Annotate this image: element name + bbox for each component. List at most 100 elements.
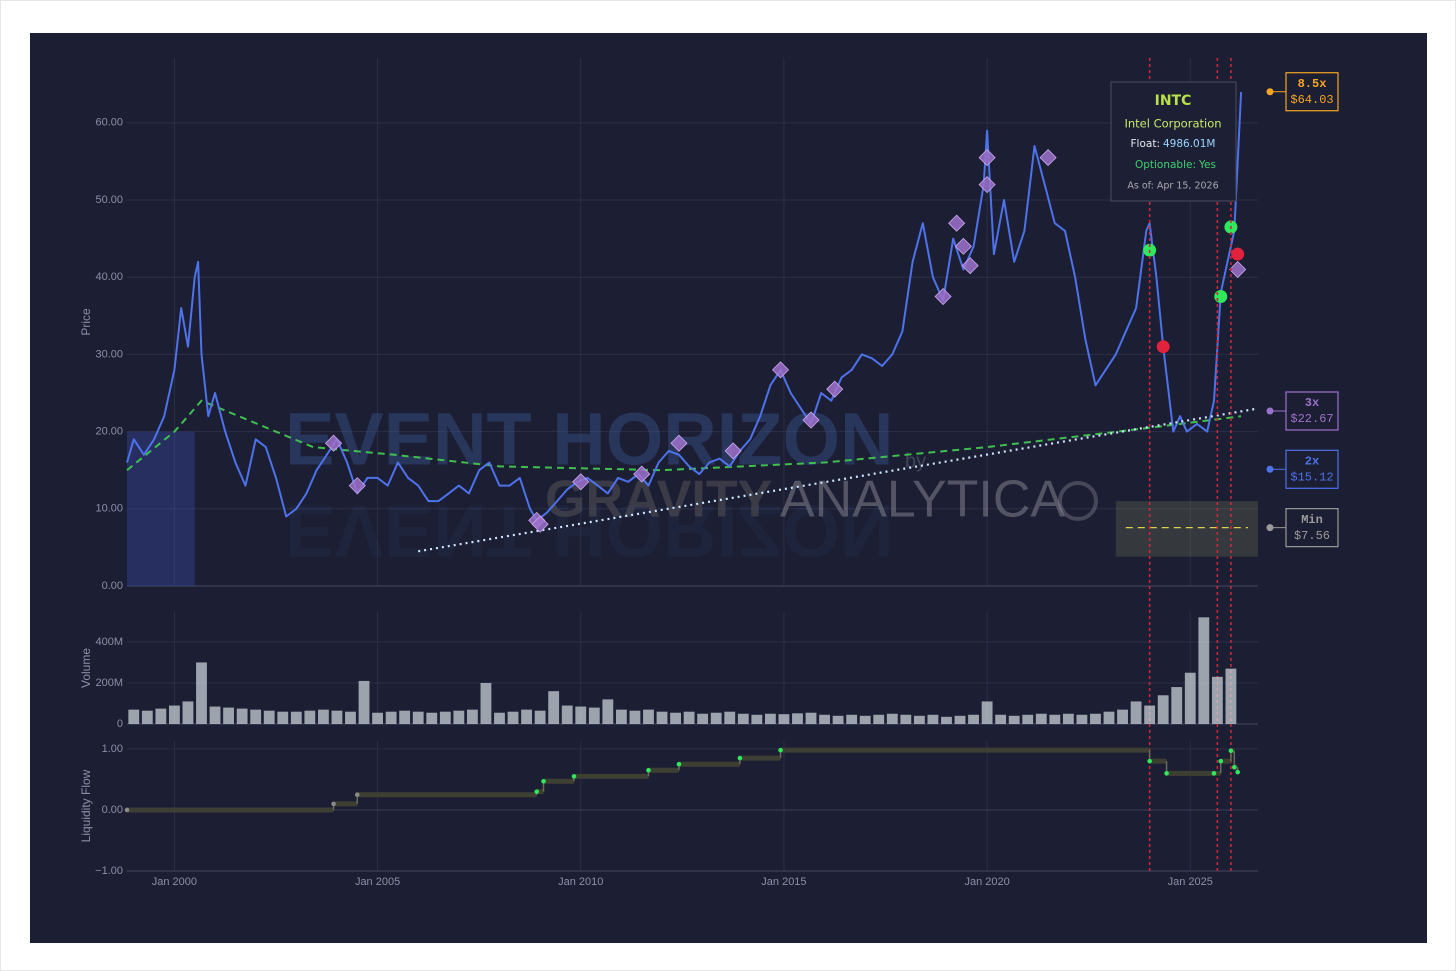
tooltip-company: Intel Corporation: [1124, 117, 1221, 131]
volume-bar: [412, 711, 424, 724]
volume-bar: [1171, 687, 1183, 724]
volume-bar: [792, 713, 803, 724]
volume-bar: [223, 707, 235, 724]
y-tick-label: 0: [117, 718, 123, 730]
tooltip-as-of: As of: Apr 15, 2026: [1127, 181, 1218, 192]
volume-bar: [1117, 709, 1128, 724]
volume-bar: [737, 713, 749, 724]
volume-bar: [1144, 705, 1156, 724]
level-name: 2x: [1305, 454, 1319, 468]
flow-point: [1228, 748, 1234, 754]
tooltip-box: [1110, 81, 1237, 202]
volume-bar: [683, 711, 695, 724]
y-tick-label: 50.00: [95, 194, 123, 206]
volume-bar: [805, 712, 817, 724]
signal-diamond: [948, 214, 966, 232]
signal-diamond: [531, 515, 549, 533]
signal-diamond: [670, 434, 688, 452]
y-tick-label: 0.00: [102, 580, 123, 592]
flow-point: [1218, 758, 1224, 764]
volume-bar: [751, 714, 763, 724]
level-name: Min: [1301, 513, 1323, 527]
volume-bar: [1225, 668, 1237, 724]
flow-point: [534, 789, 540, 794]
volume-bar: [263, 710, 275, 724]
volume-bar: [426, 712, 438, 724]
volume-bar: [778, 714, 790, 724]
flow-point: [646, 767, 651, 773]
level-marker: [1266, 524, 1274, 532]
level-marker: [1266, 407, 1274, 415]
volume-bar: [981, 701, 993, 724]
volume-bar: [317, 709, 329, 724]
flow-point: [331, 801, 336, 807]
y-axis-title: Liquidity Flow: [79, 769, 93, 842]
signal-diamond: [934, 287, 952, 306]
level-value: $15.12: [1290, 470, 1333, 484]
volume-bar: [277, 711, 289, 724]
level-box: [1285, 508, 1339, 548]
signal-diamond: [348, 477, 366, 495]
y-tick-label: 200M: [95, 677, 123, 689]
flow-point: [676, 761, 682, 767]
level-value: $22.67: [1290, 412, 1333, 426]
volume-bar: [561, 705, 573, 724]
volume-bar: [954, 715, 966, 724]
volume-bar: [697, 713, 709, 724]
volume-bar: [629, 710, 641, 724]
volume-bar: [128, 709, 140, 724]
volume-bar: [453, 710, 465, 724]
volume-bar: [1184, 672, 1196, 724]
x-tick-label: Jan 2000: [152, 876, 197, 888]
volume-bar: [1049, 714, 1061, 724]
volume-bar: [290, 711, 302, 724]
level-box: [1285, 449, 1339, 489]
volume-bar: [588, 707, 600, 724]
volume-bar: [385, 711, 397, 724]
watermark-brand-light: ANALYTICA: [780, 471, 1065, 529]
volume-bar: [250, 709, 262, 724]
flow-point: [354, 792, 360, 798]
volume-bar: [913, 715, 925, 724]
x-tick-label: Jan 2010: [558, 876, 603, 888]
flow-point: [778, 747, 783, 753]
volume-bar: [480, 682, 492, 724]
y-tick-label: 30.00: [95, 348, 123, 360]
level-marker: [1266, 88, 1274, 96]
volume-bar: [819, 714, 830, 724]
volume-bar: [968, 714, 979, 724]
volume-bar: [168, 705, 180, 724]
volume-bar: [521, 709, 532, 724]
price-line: [126, 91, 1243, 522]
signal-diamond: [572, 473, 590, 491]
y-tick-label: 400M: [95, 636, 123, 648]
tooltip-ticker: INTC: [1155, 93, 1192, 109]
tooltip-float-value: 4986.01M: [1163, 138, 1215, 150]
level-marker: [1266, 465, 1274, 473]
moving-average: [126, 399, 1242, 472]
y-tick-label: 20.00: [95, 426, 123, 438]
signal-diamond: [633, 465, 651, 483]
level-box: [1285, 391, 1339, 431]
volume-bar: [832, 715, 844, 724]
volume-bar: [1090, 713, 1101, 724]
watermark: EVENT HORIZON EVENT HORIZON by GRAVITY A…: [285, 398, 1098, 572]
signal-diamond: [724, 442, 742, 460]
volume-bar: [656, 711, 668, 724]
volume-bar: [900, 714, 912, 724]
volume-bar: [1062, 713, 1074, 724]
volume-bar: [927, 714, 939, 724]
volume-bar: [155, 708, 167, 724]
level-name: 3x: [1305, 396, 1319, 410]
level-value: $7.56: [1294, 529, 1330, 543]
volume-bar: [602, 699, 614, 724]
volume-bar: [1198, 617, 1210, 724]
flow-point: [124, 807, 130, 813]
tooltip-optionable-value: Yes: [1198, 159, 1216, 171]
volume-bar: [236, 708, 248, 724]
shaded-region: [127, 431, 195, 586]
flow-point: [1211, 771, 1217, 776]
volume-bar: [873, 714, 885, 724]
tooltip-optionable-label: Optionable:: [1135, 159, 1196, 171]
